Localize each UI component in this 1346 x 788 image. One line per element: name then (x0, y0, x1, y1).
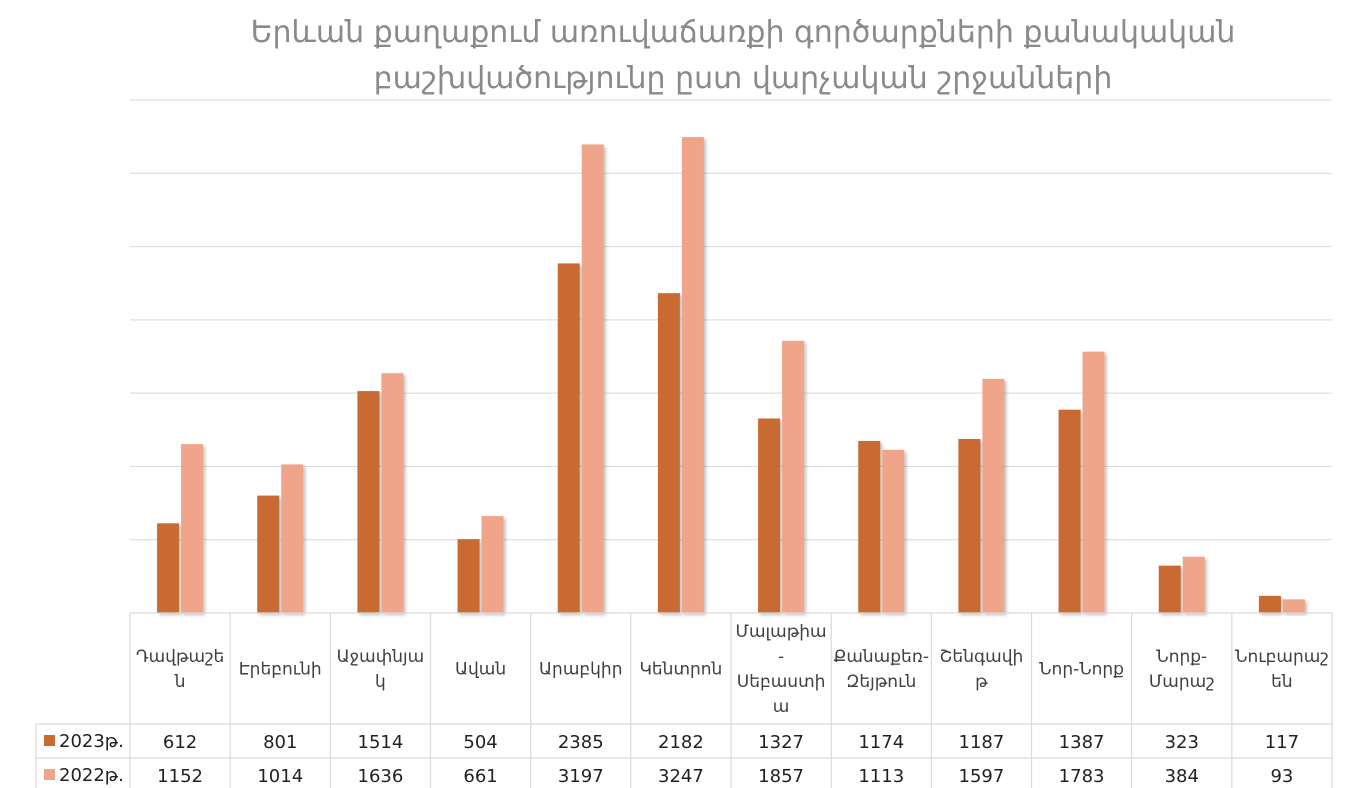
data-label: 2385 (558, 732, 604, 753)
category-label: Դավթաշե (136, 647, 225, 667)
category-label: Էրեբունի (239, 660, 322, 680)
bar-2022թ.-9 (1082, 351, 1105, 613)
data-label: 1113 (858, 766, 904, 787)
category-label: Նոր-Նորք (1039, 660, 1124, 680)
data-label: 1514 (358, 732, 404, 753)
data-label: 1636 (358, 766, 404, 787)
data-label: 612 (163, 732, 197, 753)
data-label: 1857 (758, 766, 804, 787)
data-table: Դավթաշե ն Էրեբունի Աջափնյա կ Ավան Արաբկիր Կենտր… (35, 612, 1333, 788)
bar-2022թ.-11 (1282, 599, 1305, 613)
bar-2023թ.-8 (958, 439, 981, 613)
category-label: ն (174, 672, 186, 692)
category-label: ա (773, 697, 790, 717)
data-label: 1152 (157, 766, 203, 787)
category-label: Արաբկիր (539, 660, 622, 680)
bar-2022թ.-5 (681, 137, 704, 613)
category-label: Մալաթիա (736, 622, 827, 642)
bar-2023թ.-10 (1158, 565, 1181, 613)
data-label: 117 (1265, 732, 1299, 753)
category-label: Մարաշ (1149, 672, 1215, 692)
category-label: - (778, 647, 784, 667)
data-label: 1783 (1059, 766, 1105, 787)
bar-2023թ.-5 (657, 293, 680, 613)
bar-2023թ.-4 (557, 263, 580, 613)
chart-title-line: Երևան քաղաքում առուվաճառքի գործարքների ք… (251, 15, 1236, 50)
data-label: 2182 (658, 732, 704, 753)
bar-2023թ.-2 (357, 391, 380, 613)
category-label: Սեբաստի (737, 672, 826, 692)
data-label: 1174 (858, 732, 904, 753)
bar-2022թ.-2 (381, 373, 404, 613)
category-label: Աջափնյա (337, 647, 425, 667)
data-label: 1387 (1059, 732, 1105, 753)
chart-title: Երևան քաղաքում առուվաճառքի գործարքների ք… (251, 15, 1236, 96)
bar-2022թ.-6 (782, 340, 805, 613)
legend-key-2022թ. (44, 769, 55, 780)
bar-2022թ.-1 (281, 464, 304, 613)
bar-2022թ.-7 (882, 449, 905, 613)
category-label: Զեյթուն (846, 672, 916, 692)
bar-2022թ.-4 (581, 144, 604, 614)
data-label: 323 (1165, 732, 1199, 753)
legend-label: 2022թ. (59, 765, 124, 786)
legend-label: 2023թ. (59, 731, 124, 752)
data-label: 1597 (959, 766, 1005, 787)
data-label: 1327 (758, 732, 804, 753)
bar-2023թ.-11 (1258, 595, 1281, 613)
category-label: Կենտրոն (639, 660, 722, 680)
data-label: 504 (463, 732, 497, 753)
category-label: Շենգավի (940, 647, 1024, 667)
bar-2023թ.-1 (257, 495, 280, 613)
bar-2023թ.-6 (758, 418, 781, 613)
data-label: 801 (263, 732, 297, 753)
bar-2022թ.-0 (181, 444, 204, 613)
bar-2023թ.-3 (457, 539, 480, 613)
category-label: Նուբարաշ (1235, 647, 1329, 667)
bar-2022թ.-10 (1182, 556, 1205, 613)
bar-2022թ.-3 (481, 516, 504, 613)
data-label: 3197 (558, 766, 604, 787)
bar-2023թ.-7 (858, 440, 881, 613)
category-label: են (1271, 672, 1293, 692)
bars (157, 137, 1305, 614)
category-label: Քանաքեռ- (833, 647, 929, 667)
legend-key-2023թ. (44, 735, 55, 746)
category-label: կ (375, 672, 386, 692)
bar-2022թ.-8 (982, 378, 1005, 613)
data-label: 384 (1165, 766, 1199, 787)
data-label: 93 (1270, 766, 1293, 787)
bar-2023թ.-9 (1058, 409, 1081, 613)
chart-title-line: բաշխվածությունը ըստ վարչական շրջանների (374, 61, 1113, 96)
category-label: Նորք- (1156, 647, 1207, 667)
gridlines (130, 99, 1332, 614)
data-label: 1187 (959, 732, 1005, 753)
category-label: Ավան (455, 660, 506, 680)
data-label: 1014 (257, 766, 303, 787)
data-label: 661 (463, 766, 497, 787)
category-label: թ (975, 672, 988, 692)
bar-2023թ.-0 (157, 523, 180, 613)
data-label: 3247 (658, 766, 704, 787)
